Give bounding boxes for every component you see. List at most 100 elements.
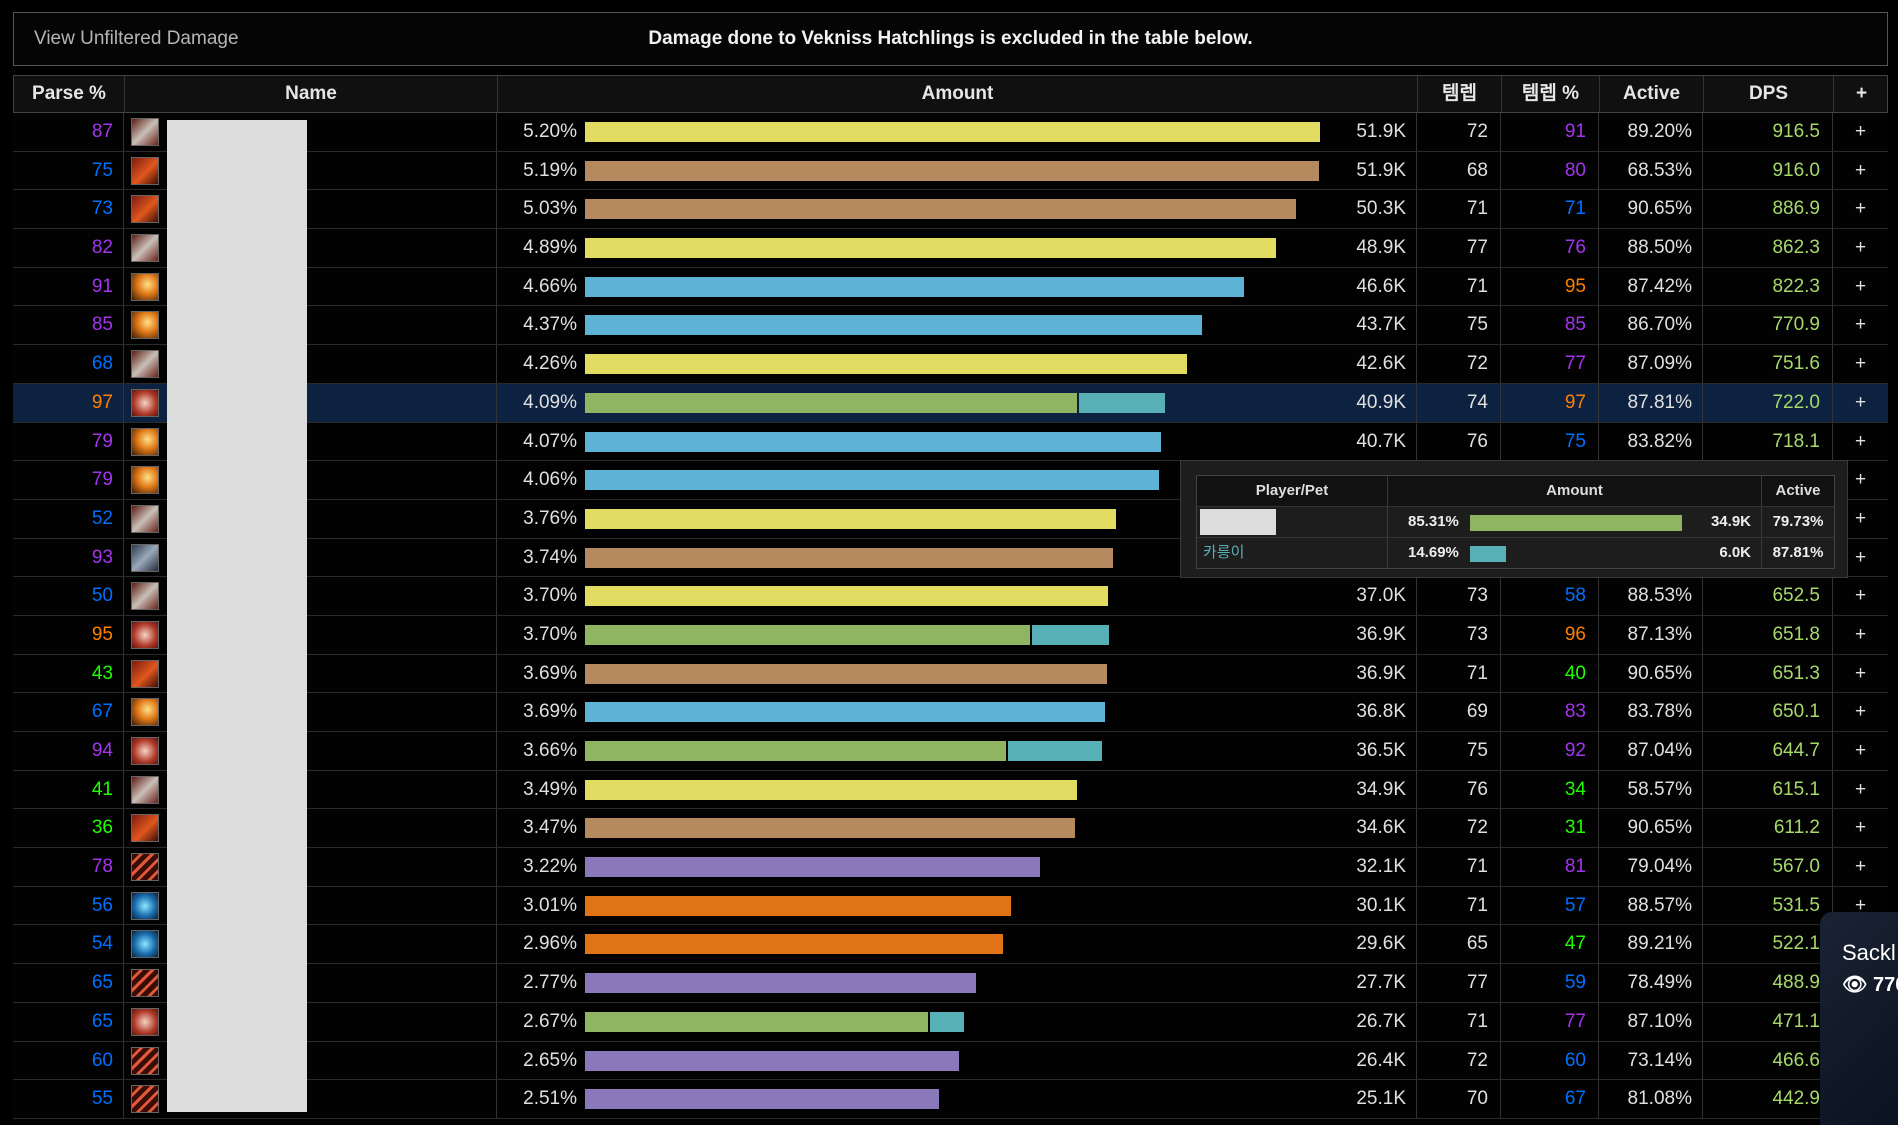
table-row[interactable]: 43 3.69% 36.9K 71 40 90.65% 651.3 + <box>13 654 1888 694</box>
table-row[interactable]: 50 3.70% 37.0K 73 58 88.53% 652.5 + <box>13 577 1888 616</box>
active-percent: 87.81% <box>1598 383 1702 422</box>
header-plus[interactable]: + <box>1833 76 1889 112</box>
header-name[interactable]: Name <box>124 76 497 112</box>
player-name-cell[interactable] <box>123 964 496 1002</box>
player-name-cell[interactable] <box>123 422 496 461</box>
side-video-panel[interactable]: Sackl 👁 770 <box>1820 912 1898 1125</box>
player-name-cell[interactable] <box>123 267 496 306</box>
table-row[interactable]: 55 2.51% 25.1K 70 67 81.08% 442.9 <box>13 1080 1888 1119</box>
view-unfiltered-damage-link[interactable]: View Unfiltered Damage <box>34 28 239 49</box>
parse-percent: 54 <box>91 933 113 955</box>
expand-row-button[interactable]: + <box>1832 306 1888 345</box>
table-row[interactable]: 54 2.96% 29.6K 65 47 89.21% 522.1 <box>13 925 1888 965</box>
player-name-cell[interactable] <box>123 499 496 538</box>
dps-value: 466.6 <box>1702 1041 1832 1080</box>
table-row[interactable]: 60 2.65% 26.4K 72 60 73.14% 466.6 <box>13 1041 1888 1081</box>
table-row[interactable]: 87 5.20% 51.9K 72 91 89.20% 916.5 + <box>13 113 1888 152</box>
table-row[interactable]: 85 4.37% 43.7K 75 85 86.70% 770.9 + <box>13 306 1888 346</box>
player-name-cell[interactable] <box>123 1041 496 1080</box>
header-dps[interactable]: DPS <box>1703 76 1833 112</box>
player-name-cell[interactable] <box>123 345 496 383</box>
expand-row-button[interactable]: + <box>1832 886 1888 925</box>
expand-row-button[interactable]: + <box>1832 383 1888 422</box>
table-row[interactable]: 56 3.01% 30.1K 71 57 88.57% 531.5 + <box>13 886 1888 926</box>
player-name-cell[interactable] <box>123 654 496 693</box>
damage-percent: 3.22% <box>523 856 577 878</box>
table-row[interactable]: 73 5.03% 50.3K 71 71 90.65% 886.9 + <box>13 190 1888 230</box>
player-name-cell[interactable] <box>123 461 496 499</box>
player-name-cell[interactable] <box>123 1080 496 1118</box>
dps-value: 916.5 <box>1702 113 1832 151</box>
table-row[interactable]: 65 2.67% 26.7K 71 77 87.10% 471.1 <box>13 1002 1888 1042</box>
damage-bar <box>585 160 1319 181</box>
player-name-cell[interactable] <box>123 615 496 654</box>
table-row[interactable]: 78 3.22% 32.1K 71 81 79.04% 567.0 + <box>13 848 1888 887</box>
player-name-cell[interactable] <box>123 732 496 770</box>
expand-row-button[interactable]: + <box>1832 615 1888 654</box>
table-row[interactable]: 82 4.89% 48.9K 77 76 88.50% 862.3 + <box>13 229 1888 268</box>
player-name-cell[interactable] <box>123 229 496 267</box>
player-name-cell[interactable] <box>123 1002 496 1041</box>
table-row[interactable]: 36 3.47% 34.6K 72 31 90.65% 611.2 + <box>13 809 1888 849</box>
table-row[interactable]: 94 3.66% 36.5K 75 92 87.04% 644.7 + <box>13 732 1888 771</box>
player-name-cell[interactable] <box>123 383 496 422</box>
expand-row-button[interactable]: + <box>1832 693 1888 731</box>
active-percent: 90.65% <box>1598 654 1702 693</box>
active-percent: 89.20% <box>1598 113 1702 151</box>
player-name-cell[interactable] <box>123 151 496 190</box>
dps-value: 651.3 <box>1702 654 1832 693</box>
expand-row-button[interactable]: + <box>1832 229 1888 267</box>
expand-row-button[interactable]: + <box>1832 345 1888 383</box>
expand-row-button[interactable]: + <box>1832 267 1888 306</box>
dps-value: 751.6 <box>1702 345 1832 383</box>
table-row[interactable]: 75 5.19% 51.9K 68 80 68.53% 916.0 + <box>13 151 1888 191</box>
item-level: 72 <box>1416 809 1500 848</box>
player-name-cell[interactable] <box>123 113 496 151</box>
table-row[interactable]: 79 4.07% 40.7K 76 75 83.82% 718.1 + <box>13 422 1888 462</box>
active-percent: 78.49% <box>1598 964 1702 1002</box>
player-name-cell[interactable] <box>123 848 496 886</box>
header-parse[interactable]: Parse % <box>32 83 106 104</box>
header-active[interactable]: Active <box>1599 76 1703 112</box>
header-amount[interactable]: Amount <box>497 76 1417 112</box>
item-level: 71 <box>1416 190 1500 229</box>
expand-row-button[interactable]: + <box>1832 809 1888 848</box>
expand-row-button[interactable]: + <box>1832 190 1888 229</box>
table-row[interactable]: 68 4.26% 42.6K 72 77 87.09% 751.6 + <box>13 345 1888 384</box>
expand-row-button[interactable]: + <box>1832 732 1888 770</box>
player-name-cell[interactable] <box>123 925 496 964</box>
player-name-cell[interactable] <box>123 306 496 345</box>
expand-row-button[interactable]: + <box>1832 770 1888 809</box>
table-row[interactable]: 41 3.49% 34.9K 76 34 58.57% 615.1 + <box>13 770 1888 810</box>
table-row[interactable]: 91 4.66% 46.6K 71 95 87.42% 822.3 + <box>13 267 1888 307</box>
item-level-percent: 83 <box>1500 693 1598 731</box>
amount-cell: 3.47% 34.6K <box>496 809 1416 848</box>
amount-cell: 4.09% 40.9K <box>496 383 1416 422</box>
item-level-percent: 97 <box>1500 383 1598 422</box>
expand-row-button[interactable]: + <box>1832 848 1888 886</box>
expand-row-button[interactable]: + <box>1832 422 1888 461</box>
damage-percent: 3.69% <box>523 701 577 723</box>
header-item-level-pct[interactable]: 템렙 % <box>1501 76 1599 112</box>
table-row[interactable]: 97 4.09% 40.9K 74 97 87.81% 722.0 + <box>13 383 1888 423</box>
player-name-cell[interactable] <box>123 538 496 577</box>
player-name-cell[interactable] <box>123 770 496 809</box>
redacted-names-overlay <box>167 120 307 1112</box>
player-name-cell[interactable] <box>123 886 496 925</box>
damage-amount: 25.1K <box>1356 1088 1406 1110</box>
expand-row-button[interactable]: + <box>1832 113 1888 151</box>
damage-bar <box>585 973 977 994</box>
table-row[interactable]: 67 3.69% 36.8K 69 83 83.78% 650.1 + <box>13 693 1888 732</box>
active-percent: 90.65% <box>1598 190 1702 229</box>
table-row[interactable]: 65 2.77% 27.7K 77 59 78.49% 488.9 <box>13 964 1888 1003</box>
player-name-cell[interactable] <box>123 693 496 731</box>
expand-row-button[interactable]: + <box>1832 151 1888 190</box>
rogue-icon <box>131 582 159 611</box>
player-name-cell[interactable] <box>123 809 496 848</box>
header-item-level[interactable]: 템렙 <box>1417 76 1501 112</box>
expand-row-button[interactable]: + <box>1832 577 1888 615</box>
expand-row-button[interactable]: + <box>1832 654 1888 693</box>
player-name-cell[interactable] <box>123 190 496 229</box>
player-name-cell[interactable] <box>123 577 496 615</box>
table-row[interactable]: 95 3.70% 36.9K 73 96 87.13% 651.8 + <box>13 615 1888 655</box>
